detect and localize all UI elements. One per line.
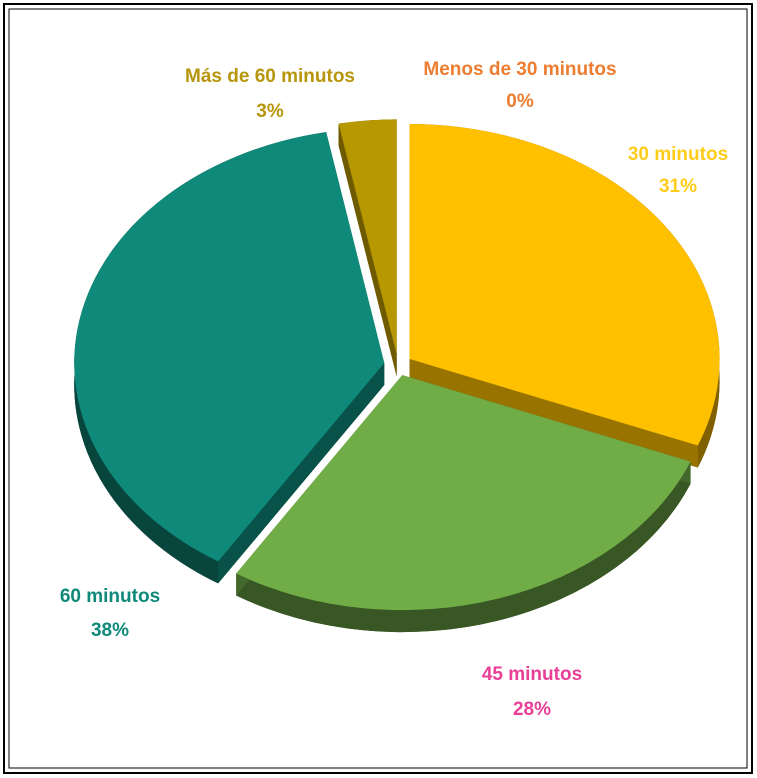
- slice: [338, 119, 397, 355]
- category-label: Más de 60 minutos: [185, 66, 355, 87]
- slice: [409, 124, 720, 446]
- category-label: 45 minutos: [482, 664, 582, 685]
- slice-wall: [236, 461, 691, 633]
- slice: [236, 375, 691, 611]
- value-label: 28%: [513, 699, 551, 720]
- value-label: 0%: [506, 91, 534, 112]
- slice-wall: [409, 359, 698, 468]
- category-label: 60 minutos: [60, 586, 160, 607]
- slice-wall: [338, 123, 397, 377]
- value-label: 31%: [659, 176, 697, 197]
- category-label: Menos de 30 minutos: [423, 59, 616, 80]
- value-label: 3%: [256, 101, 284, 122]
- category-label: 30 minutos: [628, 144, 728, 165]
- value-label: 38%: [91, 620, 129, 641]
- slice: [74, 132, 385, 562]
- inner-frame: [8, 8, 748, 769]
- slice-wall: [218, 363, 385, 584]
